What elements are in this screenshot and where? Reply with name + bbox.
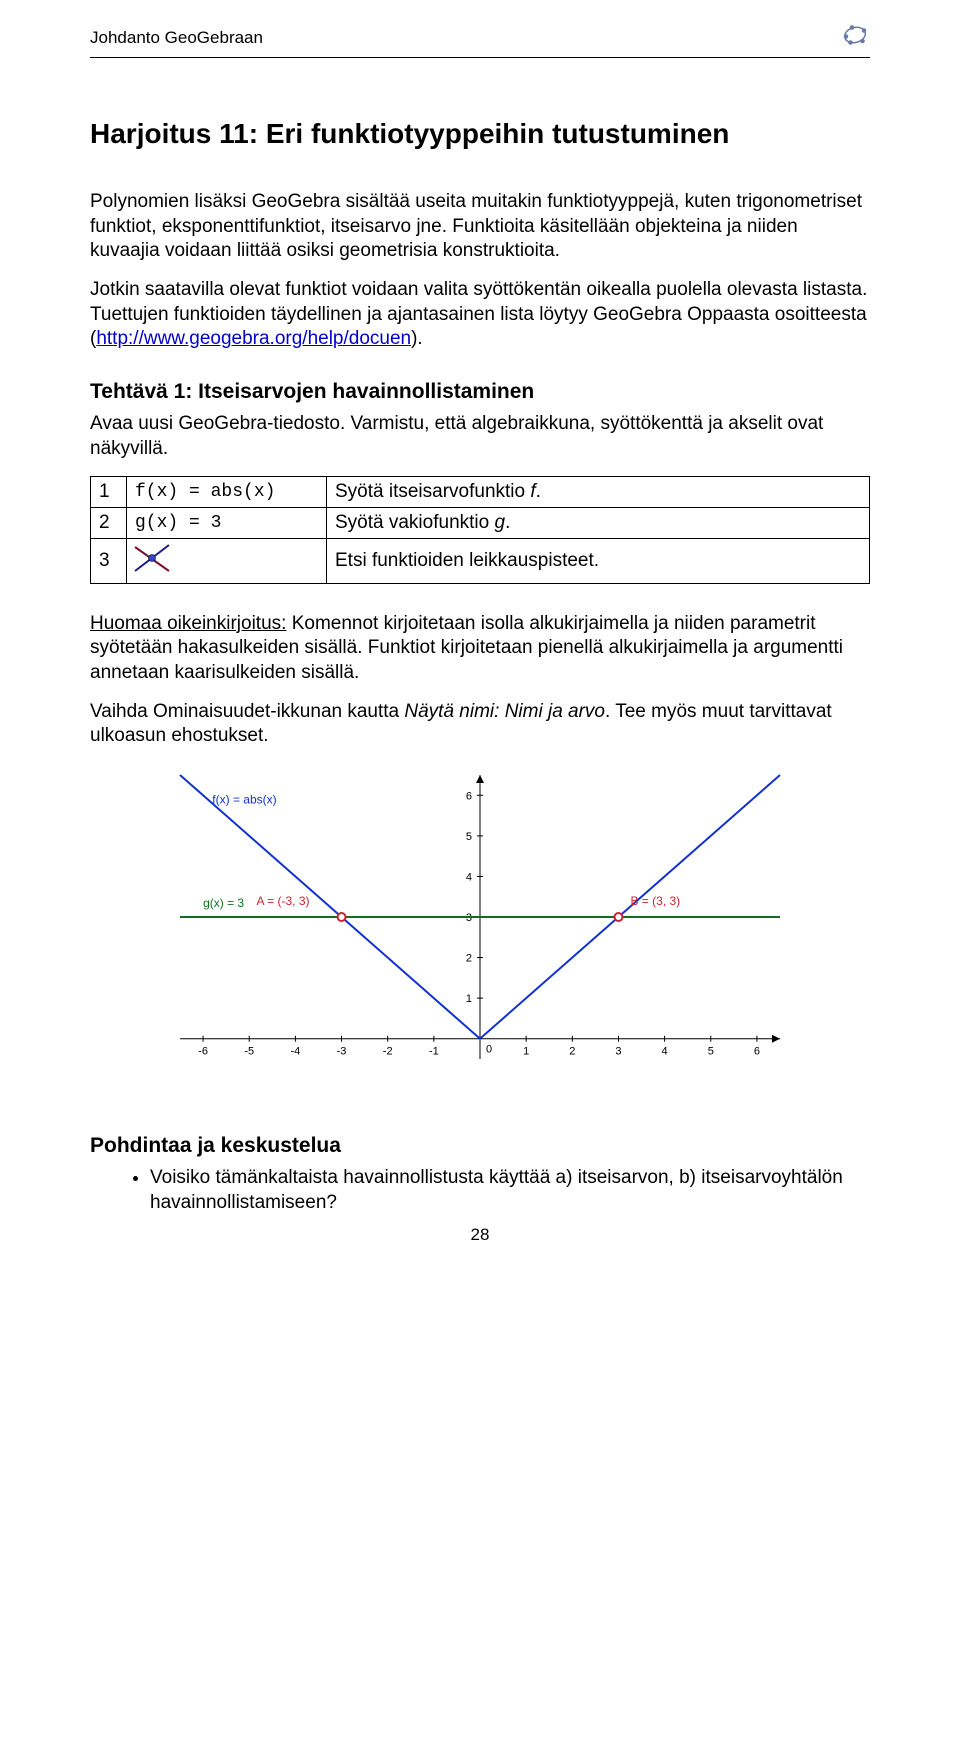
para4-ital: Näytä nimi: Nimi ja arvo: [404, 701, 605, 722]
step-code: g(x) = 3: [127, 507, 327, 538]
para2-post: ).: [411, 328, 423, 349]
table-row: 1 f(x) = abs(x) Syötä itseisarvofunktio …: [91, 476, 870, 507]
step-desc-pre: Syötä vakiofunktio: [335, 512, 494, 533]
exercise-heading: Harjoitus 11: Eri funktiotyyppeihin tutu…: [90, 118, 870, 150]
svg-text:B = (3, 3): B = (3, 3): [630, 894, 680, 908]
svg-text:4: 4: [466, 871, 472, 883]
step-icon-cell: [127, 538, 327, 583]
step-desc-ital: g: [494, 512, 505, 533]
svg-text:-3: -3: [337, 1046, 347, 1058]
step-desc: Syötä vakiofunktio g.: [327, 507, 870, 538]
table-row: 2 g(x) = 3 Syötä vakiofunktio g.: [91, 507, 870, 538]
para4-pre: Vaihda Ominaisuudet-ikkunan kautta: [90, 701, 404, 722]
svg-text:6: 6: [754, 1046, 760, 1058]
chart-container: -6-5-4-3-2-10123456123456f(x) = abs(x)g(…: [90, 769, 870, 1084]
step-desc-post: .: [505, 512, 510, 533]
svg-text:-5: -5: [244, 1046, 254, 1058]
svg-text:g(x) = 3: g(x) = 3: [203, 896, 244, 910]
discussion-list: Voisiko tämänkaltaista havainnollistusta…: [90, 1166, 870, 1215]
svg-text:3: 3: [615, 1046, 621, 1058]
svg-text:5: 5: [466, 831, 472, 843]
svg-text:5: 5: [708, 1046, 714, 1058]
docs-link[interactable]: http://www.geogebra.org/help/docuen: [96, 328, 411, 349]
step-number: 1: [91, 476, 127, 507]
step-desc-post: .: [536, 481, 541, 502]
svg-text:-2: -2: [383, 1046, 393, 1058]
geogebra-logo-icon: [840, 20, 870, 55]
header-title: Johdanto GeoGebraan: [90, 28, 263, 48]
step-number: 3: [91, 538, 127, 583]
task-intro: Avaa uusi GeoGebra-tiedosto. Varmistu, e…: [90, 412, 870, 461]
svg-text:f(x) = abs(x): f(x) = abs(x): [212, 792, 276, 806]
intersect-icon: [133, 559, 171, 580]
page-header: Johdanto GeoGebraan: [90, 20, 870, 58]
table-row: 3 Etsi funktioiden leikkauspisteet.: [91, 538, 870, 583]
step-code: f(x) = abs(x): [127, 476, 327, 507]
step-desc: Syötä itseisarvofunktio f.: [327, 476, 870, 507]
svg-text:1: 1: [466, 993, 472, 1005]
svg-text:-4: -4: [290, 1046, 300, 1058]
svg-text:0: 0: [486, 1044, 492, 1056]
properties-paragraph: Vaihda Ominaisuudet-ikkunan kautta Näytä…: [90, 700, 870, 749]
steps-table: 1 f(x) = abs(x) Syötä itseisarvofunktio …: [90, 476, 870, 584]
step-number: 2: [91, 507, 127, 538]
svg-text:2: 2: [569, 1046, 575, 1058]
intro-paragraph-1: Polynomien lisäksi GeoGebra sisältää use…: [90, 190, 870, 264]
page-number: 28: [90, 1225, 870, 1245]
svg-text:1: 1: [523, 1046, 529, 1058]
note-label: Huomaa oikeinkirjoitus:: [90, 613, 286, 634]
function-chart: -6-5-4-3-2-10123456123456f(x) = abs(x)g(…: [170, 769, 790, 1079]
svg-text:A = (-3, 3): A = (-3, 3): [257, 894, 310, 908]
task-heading: Tehtävä 1: Itseisarvojen havainnollistam…: [90, 380, 870, 404]
svg-text:2: 2: [466, 953, 472, 965]
svg-text:-6: -6: [198, 1046, 208, 1058]
step-desc-pre: Etsi funktioiden leikkauspisteet.: [335, 550, 599, 571]
discussion-heading: Pohdintaa ja keskustelua: [90, 1134, 870, 1158]
svg-text:4: 4: [662, 1046, 668, 1058]
step-desc-pre: Syötä itseisarvofunktio: [335, 481, 530, 502]
note-paragraph: Huomaa oikeinkirjoitus: Komennot kirjoit…: [90, 612, 870, 686]
svg-text:-1: -1: [429, 1046, 439, 1058]
discussion-bullet: Voisiko tämänkaltaista havainnollistusta…: [150, 1166, 870, 1215]
step-desc: Etsi funktioiden leikkauspisteet.: [327, 538, 870, 583]
intro-paragraph-2: Jotkin saatavilla olevat funktiot voidaa…: [90, 278, 870, 352]
svg-text:6: 6: [466, 790, 472, 802]
